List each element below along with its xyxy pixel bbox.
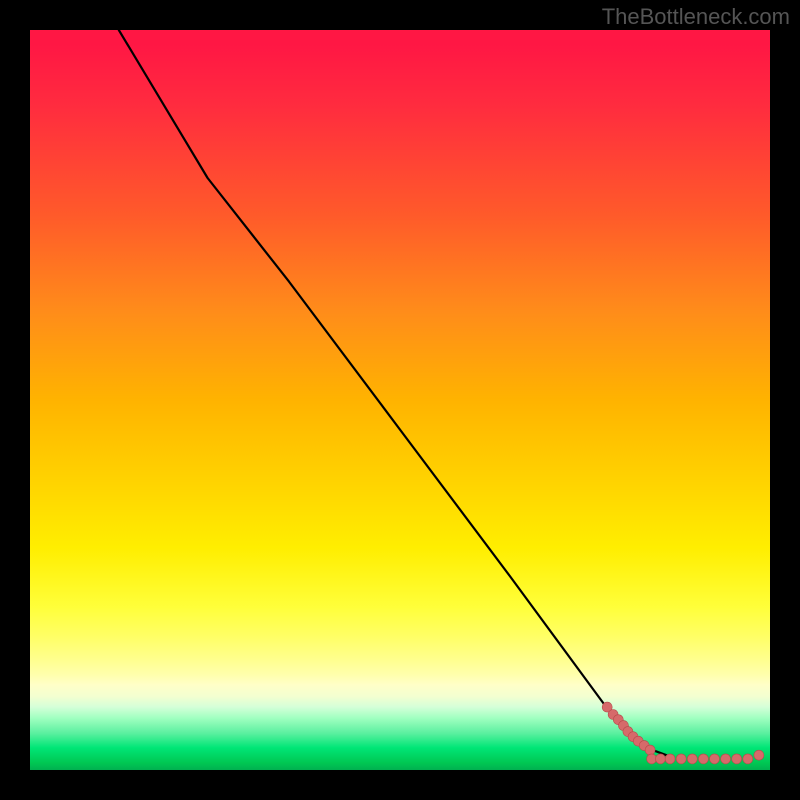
chart-svg (30, 30, 770, 770)
data-point (645, 745, 655, 755)
data-point (743, 754, 753, 764)
plot-area (30, 30, 770, 770)
data-point (754, 750, 764, 760)
bottleneck-curve (119, 30, 667, 755)
data-point (647, 754, 657, 764)
data-point (676, 754, 686, 764)
data-point (732, 754, 742, 764)
data-point (655, 754, 665, 764)
data-point (710, 754, 720, 764)
chart-frame: TheBottleneck.com (0, 0, 800, 800)
data-point (665, 754, 675, 764)
watermark-text: TheBottleneck.com (602, 4, 790, 30)
data-point (687, 754, 697, 764)
data-point (698, 754, 708, 764)
data-point (721, 754, 731, 764)
